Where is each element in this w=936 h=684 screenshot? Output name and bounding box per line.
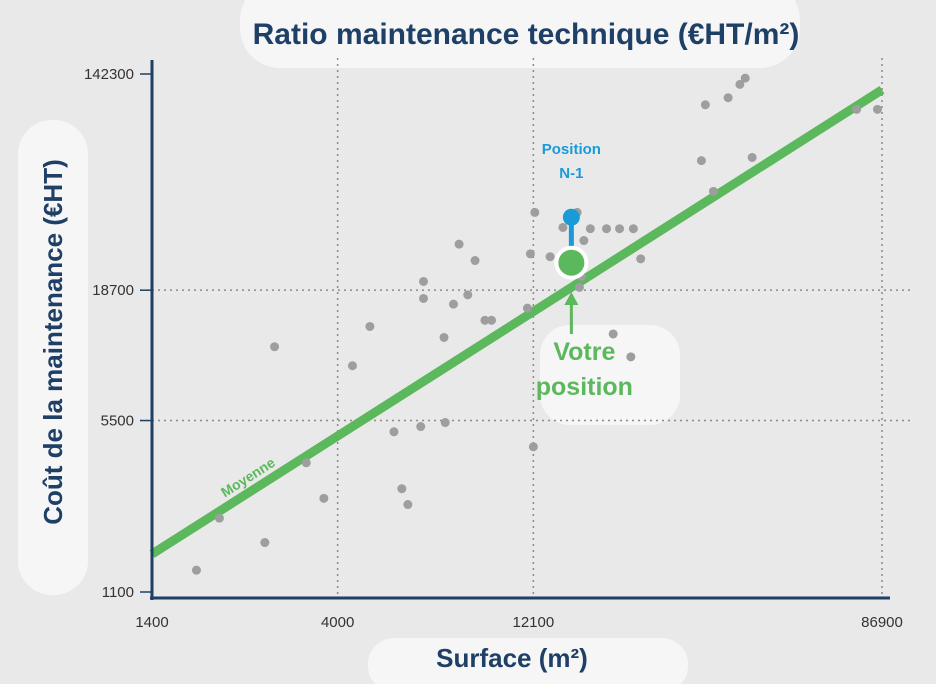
data-point (347, 361, 357, 371)
grid (140, 58, 910, 598)
data-point (615, 224, 625, 234)
data-point (528, 442, 538, 452)
chart-title: Ratio maintenance technique (€HT/m²) (253, 18, 800, 51)
x-axis-title: Surface (m²) (436, 643, 588, 673)
data-point (463, 290, 473, 300)
data-point (522, 303, 532, 313)
data-point (574, 282, 584, 292)
position-label-backdrop (540, 325, 680, 425)
markers: Votre position Position N-1 (536, 141, 633, 401)
your-position-label: Votre (553, 338, 615, 366)
data-point (735, 79, 745, 89)
data-point (558, 222, 568, 232)
data-point (579, 236, 589, 246)
data-point (214, 513, 224, 523)
data-point (365, 321, 375, 331)
y-tick-label: 1100 (102, 584, 134, 601)
position-arrow-head (564, 292, 579, 305)
data-point (545, 252, 555, 262)
data-point (480, 315, 490, 325)
y-axis-title: Coût de la maintenance (€HT) (38, 159, 68, 525)
data-point (602, 224, 612, 234)
data-point (628, 224, 638, 234)
data-point (439, 332, 449, 342)
points-layer (191, 73, 882, 575)
data-point (636, 254, 646, 264)
x-tick-label: 86900 (861, 614, 903, 631)
x-tick-label: 1400 (135, 614, 168, 631)
data-point (608, 329, 618, 339)
data-point (454, 239, 464, 249)
xlabel-backdrop (368, 638, 688, 684)
data-point (700, 100, 710, 110)
data-point (448, 299, 458, 309)
previous-position-label: N-1 (559, 165, 583, 182)
data-point (416, 422, 426, 432)
your-position-marker (558, 249, 585, 276)
y-tick-label: 142300 (84, 66, 134, 83)
ticks: 1400 4000 12100 86900 1100 5500 18700 142300 (84, 66, 903, 631)
data-point (626, 352, 636, 362)
previous-position-label: Position (542, 141, 601, 158)
data-point (723, 93, 733, 103)
data-point (270, 342, 280, 352)
data-point (403, 500, 413, 510)
data-point (440, 418, 450, 428)
your-position-label: position (536, 373, 633, 401)
data-point (470, 256, 480, 266)
data-point (487, 315, 497, 325)
data-point (525, 249, 535, 259)
data-point (852, 104, 862, 114)
ylabel-backdrop (18, 120, 88, 595)
x-tick-label: 12100 (513, 614, 555, 631)
data-point (319, 493, 329, 503)
data-point (696, 156, 706, 166)
data-point (418, 293, 428, 303)
data-point (747, 152, 757, 162)
x-tick-label: 4000 (321, 614, 354, 631)
trend-line (149, 85, 885, 558)
data-point (740, 73, 750, 83)
data-point (530, 207, 540, 217)
data-point (260, 538, 270, 548)
data-point (708, 186, 718, 196)
data-point (301, 458, 311, 468)
previous-position-marker (562, 208, 580, 226)
data-point (872, 104, 882, 114)
data-point (397, 484, 407, 494)
data-point (389, 427, 399, 437)
data-point (191, 565, 201, 575)
title-backdrop (240, 0, 800, 68)
axes (150, 60, 890, 600)
y-tick-label: 5500 (101, 413, 134, 430)
data-point (585, 224, 595, 234)
y-tick-label: 18700 (92, 282, 134, 299)
data-point (418, 276, 428, 286)
